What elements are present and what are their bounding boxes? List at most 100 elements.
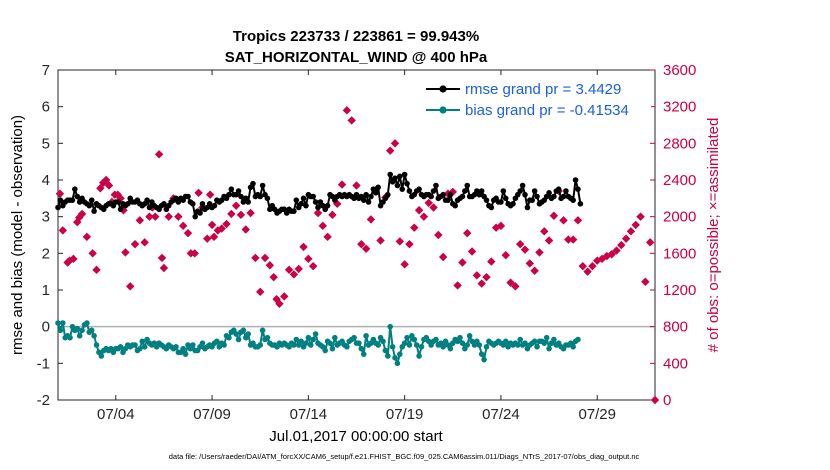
rmse-marker [259, 182, 266, 189]
y-right-tick-label: 800 [663, 319, 688, 336]
assimilated-obs-marker [463, 228, 472, 238]
rmse-marker [211, 202, 218, 209]
rmse-marker [459, 193, 466, 200]
assimilated-obs-marker [207, 220, 217, 230]
rmse-marker [560, 193, 567, 200]
assimilated-obs-marker [121, 248, 130, 257]
footnote-data-file: data file: /Users/raeder/DAI/ATM_forcXX/… [169, 452, 640, 461]
rmse-marker [197, 210, 203, 216]
bias-marker [356, 340, 362, 346]
assimilated-obs-marker [568, 235, 578, 244]
rmse-marker [360, 197, 367, 203]
assimilated-obs-marker [424, 198, 433, 208]
bias-marker [392, 355, 398, 361]
rmse-marker [185, 193, 191, 200]
assimilated-obs-marker [458, 258, 467, 267]
y-right-tick-label: 3600 [663, 62, 696, 79]
bias-marker [137, 345, 143, 352]
assimilated-obs-marker [96, 184, 105, 193]
bias-marker [551, 336, 557, 343]
rmse-marker [510, 201, 516, 207]
bias-marker [117, 344, 124, 350]
y-right-tick-label: 1600 [663, 245, 696, 262]
assimilated-obs-marker [209, 232, 219, 242]
assimilated-obs-marker [573, 216, 583, 225]
bias-marker [483, 344, 490, 350]
assimilated-obs-marker [400, 260, 409, 269]
bias-marker [534, 344, 540, 350]
assimilated-obs-marker [190, 249, 199, 258]
legend-box [419, 78, 651, 124]
rmse-marker [310, 193, 316, 200]
y-right-tick-label: 2400 [663, 172, 696, 189]
assimilated-obs-marker [342, 106, 352, 115]
bias-marker [310, 336, 316, 343]
assimilated-obs-marker [151, 212, 160, 221]
bias-marker [570, 344, 576, 350]
rmse-marker [551, 193, 557, 200]
assimilated-obs-marker [386, 146, 395, 155]
assimilated-obs-marker [69, 254, 78, 264]
bias-marker [132, 342, 138, 348]
assimilated-obs-marker [482, 272, 491, 282]
assimilated-obs-marker [530, 266, 539, 275]
assimilated-obs-marker [92, 265, 101, 275]
bias-marker [312, 331, 319, 337]
rmse-marker [519, 182, 526, 189]
rmse-marker [399, 186, 406, 192]
bias-marker [182, 351, 189, 357]
assimilated-obs-marker [515, 239, 525, 249]
bias-marker [502, 338, 509, 345]
rmse-marker [401, 171, 408, 178]
assimilated-obs-marker [438, 252, 448, 262]
bias-marker [79, 327, 85, 334]
assimilated-obs-marker [626, 227, 636, 236]
rmse-marker [428, 193, 434, 200]
bias-marker [74, 325, 81, 332]
rmse-marker [257, 193, 264, 200]
assimilated-obs-marker [174, 212, 183, 221]
rmse-series [55, 171, 584, 220]
legend-bias-label: bias grand pr = -0.41534 [465, 102, 629, 119]
rmse-marker [462, 188, 468, 194]
assimilated-obs-marker [88, 249, 97, 258]
bias-marker [411, 336, 418, 343]
bias-marker [397, 351, 403, 357]
rmse-marker [577, 201, 584, 207]
assimilated-obs-marker [308, 261, 318, 271]
y-axis-left-label: rmse and bias (model - observation) [9, 115, 26, 355]
rmse-marker [387, 171, 394, 178]
rmse-marker [245, 199, 251, 205]
assimilated-obs-marker [520, 245, 530, 254]
bias-marker [404, 334, 410, 341]
bias-marker [332, 334, 338, 341]
assimilated-obs-marker [410, 223, 419, 232]
rmse-marker [250, 180, 256, 187]
assimilated-obs-marker [549, 211, 559, 220]
chart-title-line2: SAT_HORIZONTAL_WIND @ 400 hPa [225, 49, 488, 66]
bias-marker [363, 333, 369, 339]
chart-title-line1: Tropics 223733 / 223861 = 99.943% [233, 28, 479, 45]
bias-marker [476, 342, 483, 348]
assimilated-obs-series [55, 106, 660, 405]
rmse-marker [502, 195, 509, 202]
y-right-tick-label: 1200 [663, 282, 696, 299]
bias-marker [413, 342, 420, 348]
assimilated-obs-marker [126, 282, 135, 291]
assimilated-obs-marker [77, 209, 87, 219]
assimilated-obs-marker [506, 278, 515, 287]
rmse-marker [375, 184, 381, 191]
bias-marker [351, 334, 357, 341]
legend-bias-marker [439, 106, 447, 114]
rmse-marker [91, 208, 97, 214]
assimilated-obs-marker [641, 277, 650, 286]
assimilated-obs-marker [347, 116, 356, 125]
assimilated-obs-marker [130, 239, 140, 249]
rmse-marker [300, 195, 307, 202]
bias-marker [264, 334, 271, 341]
rmse-marker [86, 202, 93, 209]
assimilated-obs-marker [241, 225, 250, 234]
bias-marker [546, 345, 552, 352]
rmse-marker [324, 202, 331, 209]
bias-marker [93, 342, 100, 348]
